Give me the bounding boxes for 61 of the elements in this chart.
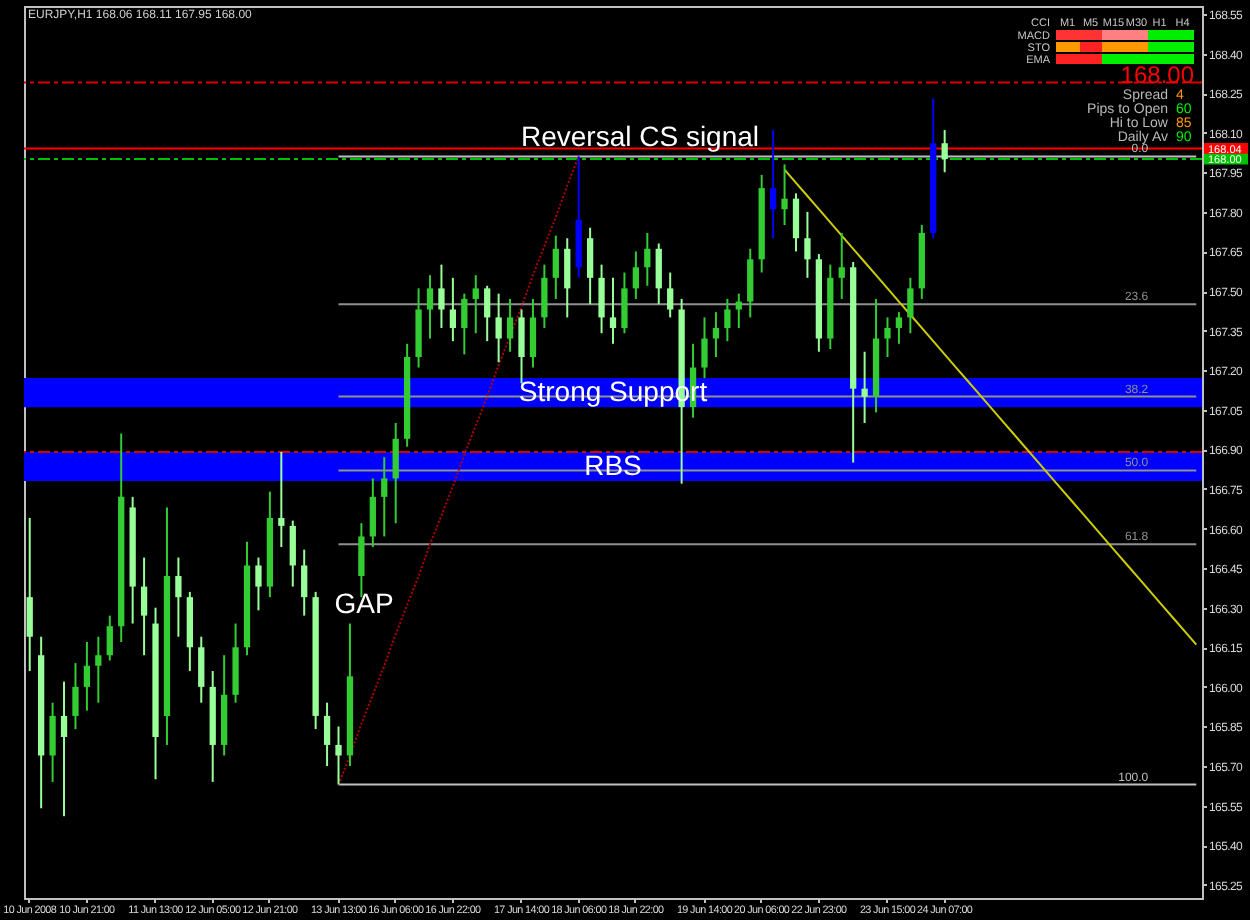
- candlestick: [495, 292, 502, 364]
- candlestick: [529, 297, 537, 369]
- candlestick: [381, 456, 388, 538]
- candlestick: [255, 556, 262, 612]
- candlestick: [907, 276, 914, 335]
- candlestick: [415, 287, 422, 369]
- candlestick: [781, 163, 788, 227]
- candlestick: [644, 231, 651, 287]
- candlestick: [323, 701, 331, 768]
- candlestick: [724, 297, 731, 343]
- candlestick: [667, 271, 674, 319]
- candlestick: [278, 451, 285, 549]
- candlestick: [95, 635, 102, 704]
- candlestick: [60, 680, 68, 818]
- candlestick: [83, 641, 91, 712]
- candlestick: [769, 129, 777, 240]
- annotation: GAP: [334, 587, 394, 620]
- candlestick: [609, 276, 617, 345]
- candlestick: [941, 129, 948, 174]
- candlestick: [472, 274, 479, 335]
- candlestick: [804, 210, 811, 279]
- line-series: [783, 168, 1198, 646]
- candlestick: [140, 556, 148, 657]
- candlestick: [449, 276, 457, 343]
- candlestick: [484, 284, 491, 343]
- candlestick: [461, 292, 468, 356]
- candlestick: [747, 247, 754, 319]
- candlestick: [655, 242, 662, 306]
- candlestick: [49, 701, 56, 783]
- candlestick: [701, 316, 708, 380]
- candlestick: [712, 311, 720, 358]
- candlestick: [586, 226, 594, 306]
- candlestick: [838, 231, 845, 300]
- candlestick: [335, 725, 342, 786]
- candlestick: [861, 350, 868, 424]
- candlestick: [632, 250, 640, 300]
- annotation: Reversal CS signal: [520, 120, 760, 152]
- candlestick: [552, 234, 559, 300]
- candlestick: [106, 614, 113, 662]
- candlestick: [232, 622, 239, 704]
- candlestick: [575, 155, 582, 279]
- candlestick: [438, 263, 445, 329]
- candlestick: [598, 263, 605, 335]
- candlestick: [289, 519, 296, 588]
- candlestick: [621, 271, 628, 335]
- candlestick: [175, 556, 182, 638]
- candlestick: [884, 316, 891, 358]
- candlestick: [792, 192, 800, 253]
- candlestick: [301, 548, 308, 617]
- candlestick: [518, 308, 525, 385]
- candlestick: [72, 662, 79, 731]
- candlestick: [895, 311, 903, 345]
- annotation: 168.00: [1120, 61, 1195, 89]
- candlestick: [564, 237, 571, 319]
- candlestick: [369, 477, 376, 549]
- candlestick: [541, 263, 548, 329]
- candlestick: [26, 516, 33, 673]
- candlestick: [392, 421, 399, 525]
- candlestick: [198, 635, 205, 704]
- candlestick: [506, 297, 514, 353]
- candlestick: [426, 274, 434, 340]
